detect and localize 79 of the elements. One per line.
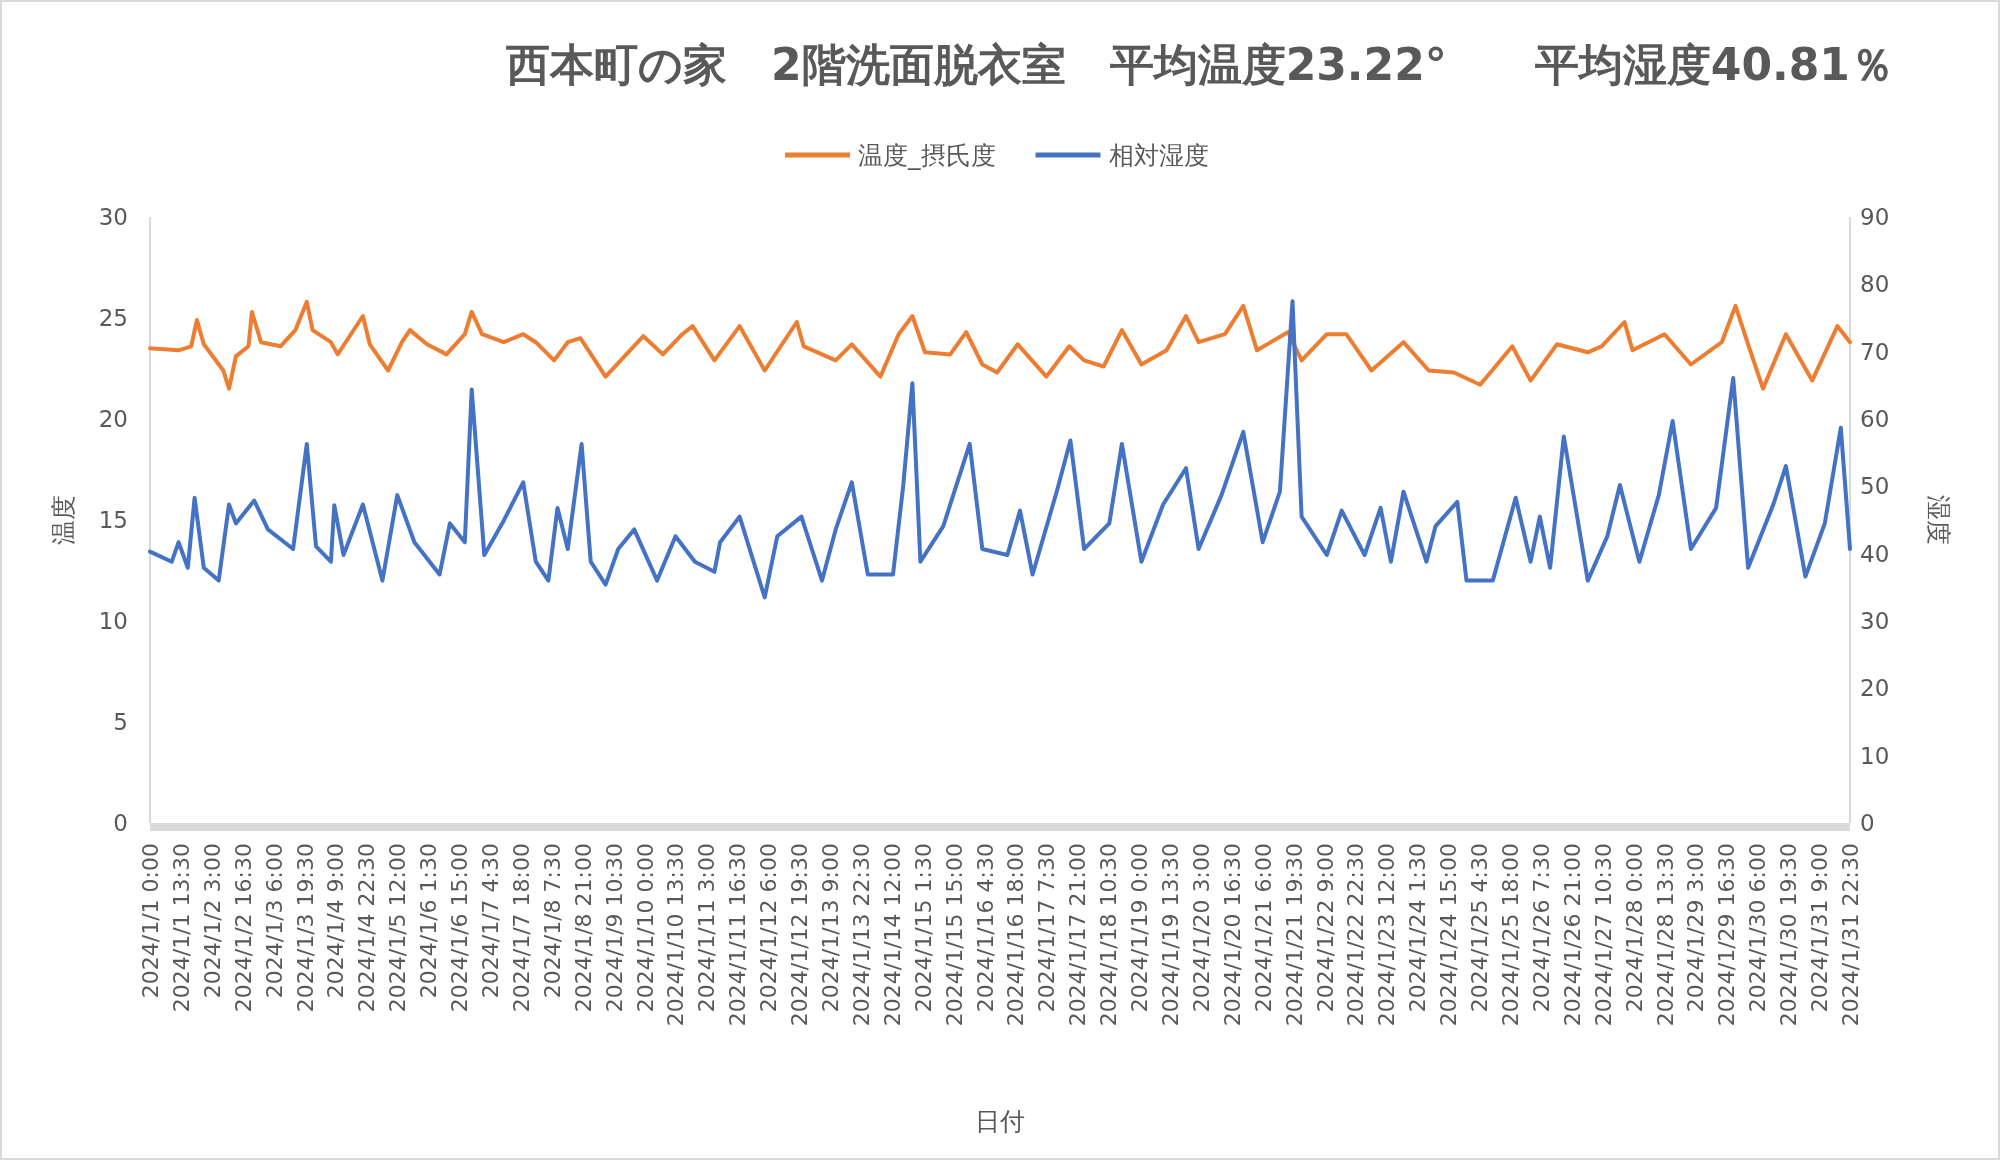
x-tick-label: 2024/1/3 19:30 — [292, 843, 318, 1013]
x-tick-label: 2024/1/12 6:00 — [756, 843, 782, 1013]
x-tick-label: 2024/1/31 22:30 — [1838, 843, 1863, 1027]
x-tick-label: 2024/1/1 0:00 — [138, 843, 163, 999]
x-tick-label: 2024/1/17 7:30 — [1034, 843, 1060, 1013]
y2-tick-label: 70 — [1860, 338, 1890, 365]
y-tick-label: 10 — [98, 608, 128, 634]
x-tick-label: 2024/1/15 15:00 — [941, 843, 967, 1027]
y2-tick-label: 0 — [1860, 810, 1875, 836]
x-tick-label: 2024/1/12 19:30 — [787, 843, 813, 1027]
y2-tick-label: 50 — [1860, 473, 1890, 500]
x-tick-label: 2024/1/17 21:00 — [1065, 843, 1091, 1027]
y-tick-label: 0 — [113, 810, 128, 836]
x-tick-label: 2024/1/18 10:30 — [1096, 843, 1122, 1027]
x-tick-label: 2024/1/30 19:30 — [1776, 843, 1802, 1027]
x-tick-label: 2024/1/8 21:00 — [570, 843, 596, 1013]
x-tick-label: 2024/1/24 1:30 — [1405, 843, 1431, 1013]
y-tick-label: 30 — [98, 204, 128, 230]
x-tick-label: 2024/1/21 6:00 — [1250, 843, 1276, 1013]
x-tick-label: 2024/1/25 18:00 — [1498, 843, 1523, 1027]
x-tick-label: 2024/1/13 22:30 — [848, 843, 874, 1027]
x-tick-label: 2024/1/11 16:30 — [725, 843, 751, 1027]
x-tick-label: 2024/1/23 12:00 — [1374, 843, 1400, 1027]
x-tick-label: 2024/1/22 22:30 — [1343, 843, 1369, 1027]
y-tick-label: 15 — [98, 507, 128, 533]
x-tick-label: 2024/1/9 10:30 — [601, 843, 627, 1013]
x-tick-label: 2024/1/8 7:30 — [539, 843, 565, 999]
x-tick-label: 2024/1/7 4:30 — [478, 843, 503, 999]
y2-tick-label: 90 — [1860, 204, 1890, 230]
y-tick-label: 5 — [113, 709, 128, 735]
legend-label: 相対湿度 — [1108, 141, 1209, 170]
x-tick-label: 2024/1/6 15:00 — [447, 843, 473, 1013]
x-tick-label: 2024/1/29 3:00 — [1683, 843, 1709, 1013]
x-tick-label: 2024/1/19 0:00 — [1127, 843, 1153, 1013]
y-tick-label: 25 — [98, 305, 128, 331]
x-tick-label: 2024/1/16 4:30 — [972, 843, 998, 1013]
x-tick-label: 2024/1/10 0:00 — [632, 843, 658, 1013]
y2-tick-label: 10 — [1860, 742, 1890, 769]
y-tick-label: 20 — [98, 406, 128, 432]
x-tick-label: 2024/1/6 1:30 — [416, 843, 442, 999]
x-tick-label: 2024/1/21 19:30 — [1281, 843, 1307, 1027]
x-tick-label: 2024/1/16 18:00 — [1003, 843, 1029, 1027]
y2-tick-label: 60 — [1860, 406, 1890, 432]
x-tick-label: 2024/1/4 9:00 — [323, 843, 349, 999]
x-tick-label: 2024/1/15 1:30 — [910, 843, 936, 1013]
x-tick-label: 2024/1/25 4:30 — [1467, 843, 1493, 1013]
x-tick-label: 2024/1/2 16:30 — [230, 843, 256, 1013]
x-tick-label: 2024/1/13 9:00 — [818, 843, 843, 1013]
chart-title: 西本町の家 2階洗面脱衣室 平均温度23.22° 平均湿度40.81％ — [505, 39, 1894, 90]
x-tick-label: 2024/1/28 13:30 — [1652, 843, 1678, 1027]
x-tick-label: 2024/1/1 13:30 — [168, 843, 194, 1013]
x-tick-label: 2024/1/31 9:00 — [1807, 843, 1833, 1013]
x-tick-label: 2024/1/26 21:00 — [1559, 843, 1585, 1027]
y2-tick-label: 20 — [1860, 675, 1890, 702]
x-tick-label: 2024/1/7 18:00 — [508, 843, 534, 1013]
x-tick-label: 2024/1/10 13:30 — [663, 843, 689, 1027]
x-tick-label: 2024/1/28 0:00 — [1621, 843, 1647, 1013]
x-tick-label: 2024/1/5 12:00 — [385, 843, 411, 1013]
y2-axis-title: 湿度 — [1924, 495, 1953, 545]
x-tick-label: 2024/1/14 12:00 — [879, 843, 905, 1027]
x-tick-label: 2024/1/30 6:00 — [1745, 843, 1771, 1013]
y2-tick-label: 80 — [1860, 271, 1890, 298]
x-tick-label: 2024/1/20 3:00 — [1188, 843, 1214, 1013]
x-tick-label: 2024/1/19 13:30 — [1158, 843, 1183, 1027]
legend-label: 温度_摂氏度 — [858, 141, 996, 170]
x-tick-label: 2024/1/2 3:00 — [199, 843, 225, 999]
x-tick-label: 2024/1/26 7:30 — [1528, 843, 1554, 1013]
x-axis-title: 日付 — [975, 1107, 1025, 1136]
y2-tick-label: 40 — [1860, 540, 1890, 567]
x-tick-label: 2024/1/11 3:00 — [694, 843, 720, 1013]
x-tick-label: 2024/1/4 22:30 — [354, 843, 380, 1013]
x-tick-label: 2024/1/3 6:00 — [261, 843, 287, 999]
y-axis-title: 温度 — [49, 495, 78, 545]
x-tick-label: 2024/1/24 15:00 — [1436, 843, 1462, 1027]
x-tick-label: 2024/1/27 10:30 — [1590, 843, 1616, 1027]
y2-tick-label: 30 — [1860, 608, 1890, 634]
x-tick-label: 2024/1/20 16:30 — [1219, 843, 1245, 1027]
x-tick-label: 2024/1/22 9:00 — [1312, 843, 1338, 1013]
x-tick-label: 2024/1/29 16:30 — [1714, 843, 1740, 1027]
